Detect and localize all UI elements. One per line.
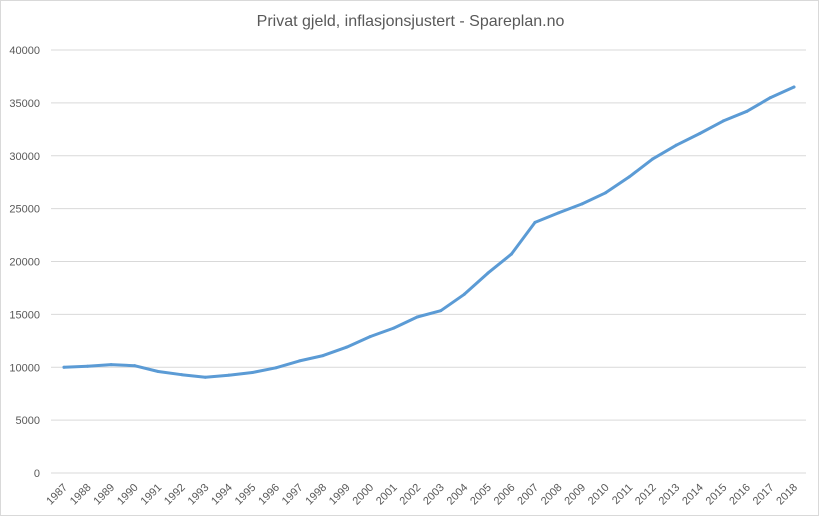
- data-point: [604, 191, 608, 195]
- y-tick-label: 5000: [16, 415, 40, 427]
- x-tick-label: 1993: [186, 482, 212, 508]
- x-tick-label: 1996: [256, 482, 282, 508]
- x-tick-label: 2002: [398, 482, 424, 508]
- x-tick-label: 2016: [727, 482, 753, 508]
- data-point: [627, 175, 631, 179]
- y-tick-label: 10000: [9, 362, 40, 374]
- x-tick-label: 1989: [91, 482, 117, 508]
- x-tick-label: 2014: [680, 482, 706, 508]
- data-point: [250, 371, 254, 375]
- data-point: [62, 365, 66, 369]
- data-point: [109, 363, 113, 367]
- data-point: [227, 373, 231, 377]
- y-tick-label: 15000: [9, 309, 40, 321]
- data-point: [86, 364, 90, 368]
- x-tick-label: 1991: [139, 482, 165, 508]
- x-axis: 1987198819891990199119921993199419951996…: [44, 482, 800, 508]
- x-tick-label: 1992: [162, 482, 188, 508]
- data-point: [557, 211, 561, 215]
- data-point: [439, 309, 443, 313]
- x-tick-label: 2018: [774, 482, 800, 508]
- y-tick-label: 40000: [9, 45, 40, 57]
- data-point: [509, 252, 513, 256]
- data-point: [415, 315, 419, 319]
- x-tick-label: 2015: [704, 482, 730, 508]
- x-tick-label: 1998: [303, 482, 329, 508]
- data-point: [368, 335, 372, 339]
- chart-title: Privat gjeld, inflasjonsjustert - Sparep…: [256, 13, 565, 30]
- data-point: [321, 354, 325, 358]
- x-tick-label: 2011: [610, 482, 635, 507]
- data-point: [180, 373, 184, 377]
- x-tick-label: 2013: [657, 482, 683, 508]
- x-tick-label: 1988: [68, 482, 94, 508]
- data-point: [533, 220, 537, 224]
- data-point: [274, 366, 278, 370]
- x-tick-label: 2007: [515, 482, 541, 508]
- data-point: [133, 364, 137, 368]
- data-point: [345, 345, 349, 349]
- x-tick-label: 2012: [633, 482, 659, 508]
- data-point: [203, 375, 207, 379]
- x-tick-label: 1999: [327, 482, 353, 508]
- x-tick-label: 2005: [468, 482, 494, 508]
- x-tick-label: 1994: [209, 482, 235, 508]
- y-axis: 0 5000 10000 15000 20000 25000 30000 35000 40000: [9, 45, 40, 480]
- y-tick-label: 20000: [9, 257, 40, 269]
- x-tick-label: 2008: [539, 482, 565, 508]
- y-tick-label: 30000: [9, 151, 40, 163]
- data-point: [745, 109, 749, 113]
- data-point: [392, 326, 396, 330]
- gridlines: [51, 49, 806, 474]
- data-point: [486, 271, 490, 275]
- x-tick-label: 1987: [44, 482, 70, 508]
- data-point: [674, 143, 678, 147]
- x-tick-label: 2009: [562, 482, 588, 508]
- series: [62, 85, 796, 379]
- data-point: [297, 359, 301, 363]
- x-tick-label: 2001: [374, 482, 400, 508]
- x-tick-label: 2004: [445, 482, 471, 508]
- data-point: [651, 157, 655, 161]
- series-line-0: [62, 85, 796, 379]
- x-tick-label: 2003: [421, 482, 447, 508]
- x-tick-label: 2010: [586, 482, 612, 508]
- y-tick-label: 25000: [9, 204, 40, 216]
- data-point: [580, 202, 584, 206]
- x-tick-label: 2006: [492, 482, 518, 508]
- data-point: [768, 96, 772, 100]
- data-point: [698, 132, 702, 136]
- data-point: [721, 119, 725, 123]
- data-point: [156, 369, 160, 373]
- x-tick-label: 1990: [115, 482, 141, 508]
- x-tick-label: 1995: [233, 482, 259, 508]
- y-tick-label: 35000: [9, 98, 40, 110]
- y-tick-label: 0: [34, 468, 40, 480]
- data-point: [462, 292, 466, 296]
- data-point: [792, 85, 796, 89]
- x-tick-label: 1997: [280, 482, 306, 508]
- x-tick-label: 2017: [751, 482, 777, 508]
- x-tick-label: 2000: [350, 482, 376, 508]
